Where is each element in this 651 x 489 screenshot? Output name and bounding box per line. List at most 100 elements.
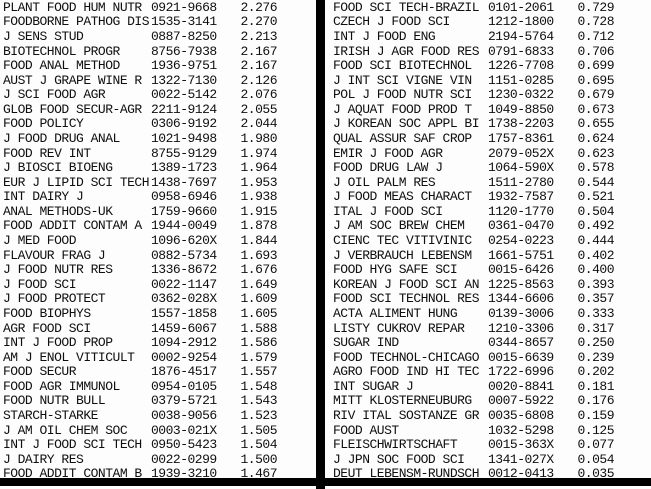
impact-factor-value: 0.159 — [577, 408, 614, 423]
issn-number: 1049-8850 — [488, 102, 554, 117]
issn-number: 8755-9129 — [151, 145, 217, 161]
column-divider-bar — [316, 0, 325, 489]
impact-factor-value: 0.624 — [577, 131, 614, 146]
table-row: FOOD DRUG LAW J 1064-590X 0.578 — [325, 160, 651, 175]
impact-factor-value: 0.729 — [577, 0, 614, 15]
impact-factor-value: 1.467 — [240, 466, 277, 482]
table-row: AUST J GRAPE WINE R 1322-7130 2.126 — [0, 73, 316, 88]
table-row: CZECH J FOOD SCI 1212-1800 0.728 — [325, 15, 651, 30]
journal-name: QUAL ASSUR SAF CROP — [333, 131, 472, 146]
journal-name: J JPN SOC FOOD SCI — [333, 451, 465, 467]
table-row: J AM OIL CHEM SOC 0003-021X 1.505 — [0, 423, 316, 438]
journal-name: INT J FOOD SCI TECH — [3, 437, 142, 452]
issn-number: 1094-2912 — [151, 335, 217, 350]
issn-number: 0882-5734 — [151, 247, 217, 263]
journal-name: J SCI FOOD AGR — [3, 87, 106, 103]
table-row: FOOD NUTR BULL 0379-5721 1.543 — [0, 394, 316, 409]
left-column: PLANT FOOD HUM NUTR 0921-9668 2.276 FOODBOR… — [0, 0, 316, 481]
journal-name: FOOD HYG SAFE SCI — [333, 262, 458, 277]
impact-factor-value: 1.523 — [240, 408, 277, 423]
journal-name: J DAIRY RES — [3, 451, 84, 467]
journal-name: BIOTECHNOL PROGR — [3, 43, 120, 59]
table-row: FOOD TECHNOL-CHICAGO 0015-6639 0.239 — [325, 350, 651, 365]
issn-number: 0015-6426 — [488, 262, 554, 277]
table-row: INT J FOOD SCI TECH 0950-5423 1.504 — [0, 437, 316, 452]
table-row: AGRO FOOD IND HI TEC 1722-6996 0.202 — [325, 364, 651, 379]
impact-factor-value: 1.938 — [240, 189, 277, 205]
impact-factor-value: 1.557 — [240, 364, 277, 380]
impact-factor-value: 0.400 — [577, 262, 614, 277]
issn-number: 0344-8657 — [488, 335, 554, 350]
impact-factor-value: 0.054 — [577, 451, 614, 467]
issn-number: 1944-0049 — [151, 218, 217, 234]
impact-factor-value: 1.609 — [240, 291, 277, 307]
journal-name: SUGAR IND — [333, 335, 399, 350]
journal-name: AM J ENOL VITICULT — [3, 349, 135, 365]
journal-name: INT J FOOD ENG — [333, 29, 436, 44]
journal-name: J FOOD MEAS CHARACT — [333, 189, 472, 205]
table-row: INT SUGAR J 0020-8841 0.181 — [325, 379, 651, 394]
issn-number: 1738-2203 — [488, 116, 554, 132]
table-row: FOOD SCI TECHNOL RES 1344-6606 0.357 — [325, 292, 651, 307]
table-row: J DAIRY RES 0022-0299 1.500 — [0, 452, 316, 467]
impact-factor-value: 1.605 — [240, 306, 277, 321]
issn-number: 1459-6067 — [151, 320, 217, 336]
issn-number: 1212-1800 — [488, 14, 554, 30]
journal-name: GLOB FOOD SECUR-AGR — [3, 102, 142, 117]
journal-name: FOOD SCI TECH-BRAZIL — [333, 0, 480, 15]
issn-number: 1939-3210 — [151, 466, 217, 482]
table-row: FOODBORNE PATHOG DIS 1535-3141 2.270 — [0, 15, 316, 30]
issn-number: 2079-052X — [488, 145, 554, 161]
impact-factor-value: 0.393 — [577, 276, 614, 292]
impact-factor-value: 0.578 — [577, 160, 614, 175]
impact-factor-value: 1.693 — [240, 247, 277, 263]
table-row: FOOD AUST 1032-5298 0.125 — [325, 423, 651, 438]
issn-number: 1021-9498 — [151, 131, 217, 146]
table-row: SUGAR IND 0344-8657 0.250 — [325, 335, 651, 350]
table-row: CIENC TEC VITIVINIC 0254-0223 0.444 — [325, 233, 651, 248]
table-row: J FOOD PROTECT 0362-028X 1.609 — [0, 292, 316, 307]
impact-factor-value: 2.055 — [240, 102, 277, 117]
table-row: J JPN SOC FOOD SCI 1341-027X 0.054 — [325, 452, 651, 467]
impact-factor-value: 0.239 — [577, 349, 614, 365]
table-row: FOOD POLICY 0306-9192 2.044 — [0, 117, 316, 132]
impact-factor-value: 0.333 — [577, 306, 614, 321]
journal-name: INT J FOOD PROP — [3, 335, 113, 350]
table-row: FOOD AGR IMMUNOL 0954-0105 1.548 — [0, 379, 316, 394]
issn-number: 1341-027X — [488, 451, 554, 467]
impact-factor-value: 1.915 — [240, 204, 277, 219]
impact-factor-value: 0.623 — [577, 145, 614, 161]
table-row: J FOOD DRUG ANAL 1021-9498 1.980 — [0, 131, 316, 146]
issn-number: 1661-5751 — [488, 247, 554, 263]
issn-number: 0139-3006 — [488, 306, 554, 321]
impact-factor-value: 0.673 — [577, 102, 614, 117]
impact-factor-value: 1.505 — [240, 422, 277, 438]
impact-factor-value: 2.126 — [240, 72, 277, 88]
issn-number: 1064-590X — [488, 160, 554, 175]
table-row: KOREAN J FOOD SCI AN 1225-8563 0.393 — [325, 277, 651, 292]
impact-factor-value: 0.655 — [577, 116, 614, 132]
journal-name: FOOD AGR IMMUNOL — [3, 379, 120, 394]
table-row: INT J FOOD PROP 1094-2912 1.586 — [0, 335, 316, 350]
impact-factor-value: 2.167 — [240, 58, 277, 73]
journal-name: J VERBRAUCH LEBENSM — [333, 247, 472, 263]
issn-number: 0958-6946 — [151, 189, 217, 205]
table-row: FOOD ADDIT CONTAM A 1944-0049 1.878 — [0, 219, 316, 234]
journal-name: ANAL METHODS-UK — [3, 204, 113, 219]
journal-name: FOOD SECUR — [3, 364, 77, 380]
impact-factor-value: 0.176 — [577, 393, 614, 409]
journal-name: LISTY CUKROV REPAR — [333, 320, 465, 336]
impact-factor-value: 0.317 — [577, 320, 614, 336]
journal-name: J AQUAT FOOD PROD T — [333, 102, 472, 117]
journal-name: J KOREAN SOC APPL BI — [333, 116, 480, 132]
table-row: QUAL ASSUR SAF CROP 1757-8361 0.624 — [325, 131, 651, 146]
impact-factor-value: 1.974 — [240, 145, 277, 161]
journal-name: FOOD NUTR BULL — [3, 393, 106, 409]
table-row: ACTA ALIMENT HUNG 0139-3006 0.333 — [325, 306, 651, 321]
impact-factor-value: 2.213 — [240, 29, 277, 44]
impact-factor-value: 0.695 — [577, 72, 614, 88]
journal-name: PLANT FOOD HUM NUTR — [3, 0, 142, 15]
journal-name: CIENC TEC VITIVINIC — [333, 233, 472, 248]
impact-factor-value: 0.250 — [577, 335, 614, 350]
issn-number: 0921-9668 — [151, 0, 217, 15]
